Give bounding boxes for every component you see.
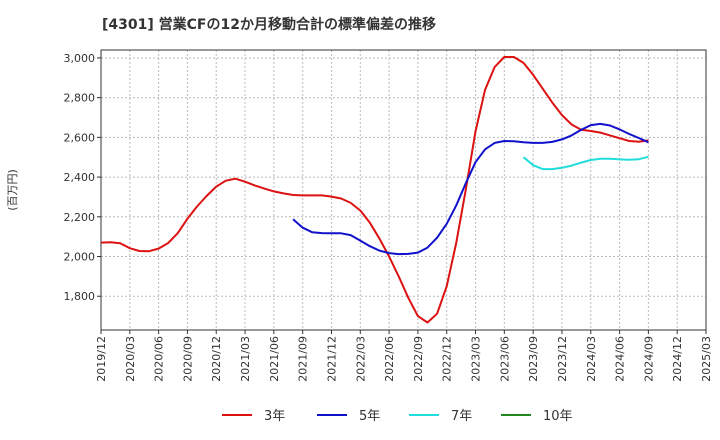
y-tick-label: 2,800 bbox=[64, 92, 96, 105]
legend-label-1: 3年 bbox=[264, 409, 285, 424]
x-tick-label: 2025/03 bbox=[700, 336, 713, 382]
x-tick-label: 2024/03 bbox=[585, 336, 598, 382]
x-tick-label: 2024/12 bbox=[671, 336, 684, 382]
y-tick-label: 2,600 bbox=[64, 131, 96, 144]
x-tick-label: 2023/09 bbox=[527, 336, 540, 382]
x-axis: 2019/12 2020/03 2020/06 2020/09 2020/12 2021/… bbox=[95, 330, 713, 382]
series-line-2 bbox=[292, 122, 649, 256]
y-tick-label: 2,200 bbox=[64, 211, 96, 224]
x-tick-label: 2023/12 bbox=[556, 336, 569, 382]
y-axis: 1,800 2,000 2,200 2,400 2,600 2,800 3,000 bbox=[64, 52, 101, 303]
x-tick-label: 2020/06 bbox=[153, 336, 166, 382]
legend-label-4: 10年 bbox=[543, 409, 573, 424]
y-tick-label: 2,000 bbox=[64, 251, 96, 264]
x-tick-label: 2020/03 bbox=[124, 336, 137, 382]
plot-area bbox=[100, 49, 707, 331]
chart-title: [4301] 営業CFの12か月移動合計の標準偏差の推移 bbox=[102, 16, 436, 33]
y-tick-label: 1,800 bbox=[64, 290, 96, 303]
x-tick-label: 2020/09 bbox=[181, 336, 194, 382]
x-tick-label: 2022/03 bbox=[354, 336, 367, 382]
x-tick-label: 2019/12 bbox=[95, 336, 108, 382]
y-axis-label: (百万円) bbox=[6, 169, 19, 211]
x-tick-label: 2021/06 bbox=[268, 336, 281, 382]
x-tick-label: 2023/06 bbox=[498, 336, 511, 382]
x-tick-label: 2022/12 bbox=[441, 336, 454, 382]
x-tick-label: 2022/06 bbox=[383, 336, 396, 382]
x-tick-label: 2020/12 bbox=[210, 336, 223, 382]
x-tick-label: 2021/12 bbox=[325, 336, 338, 382]
y-tick-label: 2,400 bbox=[64, 171, 96, 184]
x-tick-label: 2024/09 bbox=[642, 336, 655, 382]
x-tick-label: 2023/03 bbox=[470, 336, 483, 382]
legend: 3年 5年 7年 10年 bbox=[222, 409, 573, 424]
y-tick-label: 3,000 bbox=[64, 52, 96, 65]
legend-label-3: 7年 bbox=[451, 409, 472, 424]
series-lines bbox=[100, 56, 649, 324]
legend-label-2: 5年 bbox=[359, 409, 380, 424]
x-tick-label: 2024/06 bbox=[614, 336, 627, 382]
series-line-3 bbox=[522, 155, 649, 171]
series-line-1 bbox=[100, 56, 649, 324]
x-tick-label: 2021/09 bbox=[297, 336, 310, 382]
x-tick-label: 2021/03 bbox=[239, 336, 252, 382]
x-tick-label: 2022/09 bbox=[412, 336, 425, 382]
